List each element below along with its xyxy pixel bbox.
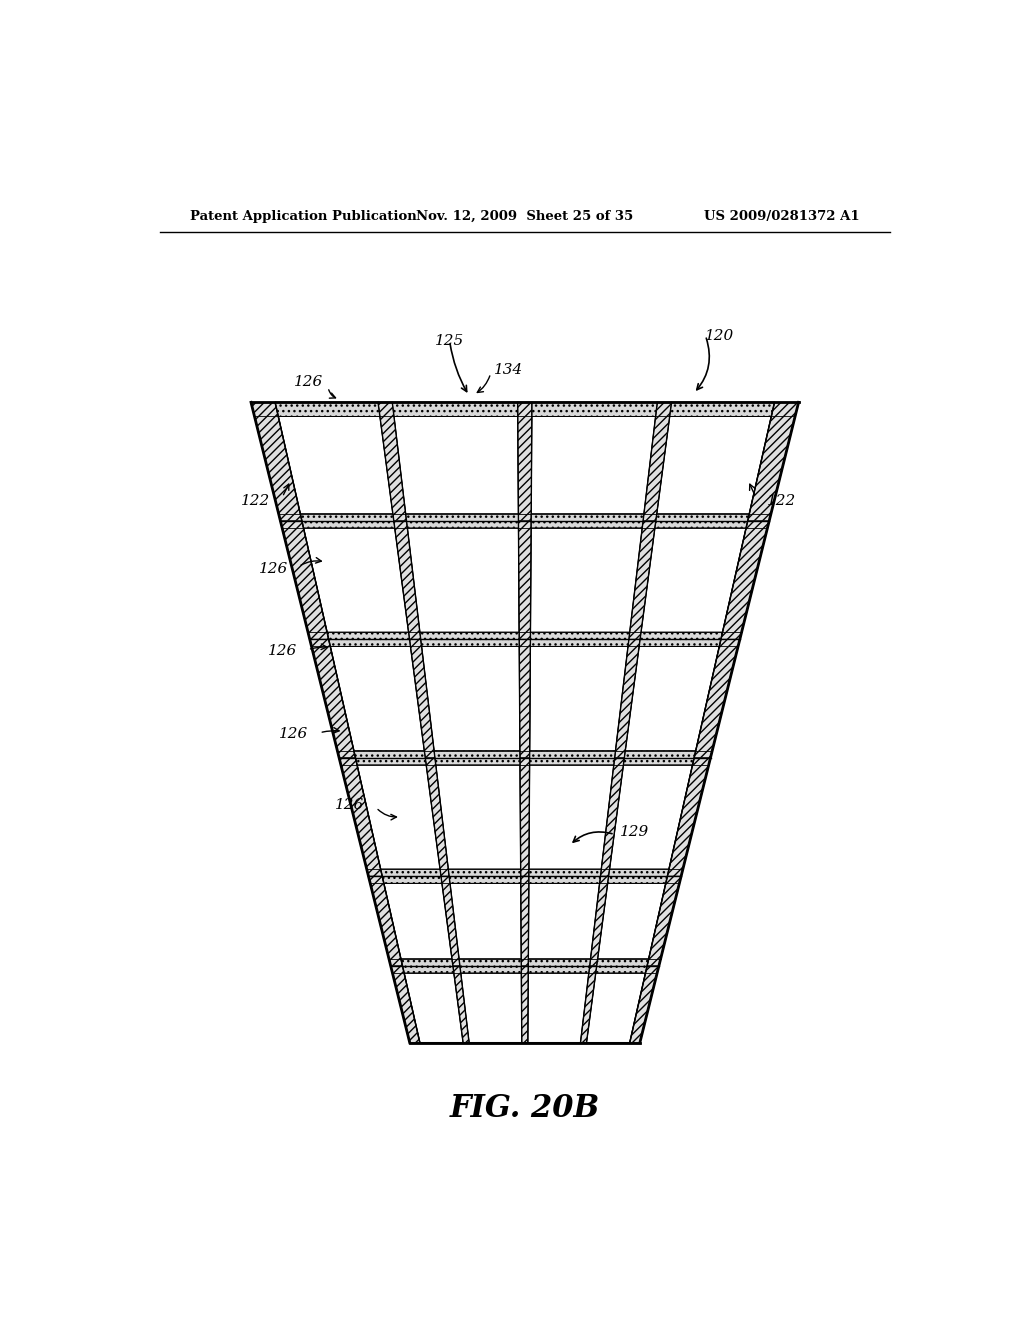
Polygon shape [357, 764, 440, 869]
Polygon shape [521, 966, 528, 1043]
Polygon shape [626, 647, 719, 751]
Polygon shape [531, 403, 657, 416]
Polygon shape [530, 632, 630, 647]
Polygon shape [275, 403, 380, 416]
Polygon shape [406, 513, 518, 528]
Polygon shape [449, 869, 521, 883]
Polygon shape [600, 758, 625, 876]
Polygon shape [327, 632, 411, 647]
Polygon shape [518, 403, 531, 521]
Text: 120: 120 [706, 329, 734, 342]
Polygon shape [339, 758, 382, 876]
Polygon shape [394, 416, 518, 513]
Polygon shape [453, 966, 469, 1043]
Text: 126: 126 [294, 375, 324, 388]
Polygon shape [529, 764, 613, 869]
Polygon shape [251, 403, 302, 521]
Polygon shape [641, 528, 746, 632]
Polygon shape [655, 513, 750, 528]
Polygon shape [668, 758, 711, 876]
Text: 126: 126 [280, 727, 308, 742]
Polygon shape [391, 966, 420, 1043]
Polygon shape [528, 883, 600, 958]
Polygon shape [394, 521, 421, 639]
Polygon shape [529, 647, 628, 751]
Polygon shape [531, 416, 655, 513]
Polygon shape [279, 416, 393, 513]
Polygon shape [404, 973, 463, 1043]
Polygon shape [369, 876, 402, 966]
Polygon shape [528, 958, 591, 973]
Polygon shape [422, 647, 520, 751]
Text: 122: 122 [767, 494, 797, 508]
Polygon shape [656, 416, 771, 513]
Polygon shape [639, 632, 723, 647]
Polygon shape [303, 528, 409, 632]
Polygon shape [384, 883, 452, 958]
Polygon shape [596, 958, 649, 973]
Polygon shape [748, 403, 799, 521]
Polygon shape [520, 758, 529, 876]
Polygon shape [531, 513, 644, 528]
Polygon shape [598, 883, 666, 958]
Text: US 2009/0281372 A1: US 2009/0281372 A1 [703, 210, 859, 223]
Polygon shape [587, 973, 645, 1043]
Polygon shape [521, 876, 528, 966]
Polygon shape [529, 751, 615, 764]
Text: FIG. 20B: FIG. 20B [450, 1093, 600, 1125]
Polygon shape [378, 403, 407, 521]
Polygon shape [300, 513, 394, 528]
Polygon shape [519, 639, 530, 758]
Polygon shape [425, 758, 450, 876]
Polygon shape [436, 764, 520, 869]
Polygon shape [530, 528, 642, 632]
Polygon shape [590, 876, 608, 966]
Text: 126: 126 [335, 799, 365, 812]
Polygon shape [281, 521, 329, 639]
Text: 122: 122 [241, 494, 270, 508]
Polygon shape [721, 521, 769, 639]
Polygon shape [381, 869, 442, 883]
Polygon shape [528, 869, 601, 883]
Polygon shape [392, 403, 518, 416]
Polygon shape [331, 647, 424, 751]
Polygon shape [441, 876, 460, 966]
Polygon shape [629, 521, 655, 639]
Polygon shape [643, 403, 672, 521]
Polygon shape [694, 639, 740, 758]
Text: 134: 134 [494, 363, 523, 378]
Text: 126: 126 [267, 644, 297, 659]
Polygon shape [354, 751, 426, 764]
Polygon shape [614, 639, 640, 758]
Text: Patent Application Publication: Patent Application Publication [190, 210, 417, 223]
Polygon shape [461, 973, 522, 1043]
Text: 126: 126 [259, 562, 289, 576]
Polygon shape [609, 764, 692, 869]
Text: 129: 129 [621, 825, 649, 840]
Polygon shape [459, 958, 521, 973]
Text: 125: 125 [435, 334, 464, 348]
Polygon shape [309, 639, 355, 758]
Polygon shape [647, 876, 681, 966]
Polygon shape [624, 751, 695, 764]
Polygon shape [408, 528, 519, 632]
Polygon shape [581, 966, 597, 1043]
Polygon shape [527, 973, 589, 1043]
Polygon shape [630, 966, 658, 1043]
Polygon shape [420, 632, 519, 647]
Text: Nov. 12, 2009  Sheet 25 of 35: Nov. 12, 2009 Sheet 25 of 35 [416, 210, 634, 223]
Polygon shape [251, 403, 799, 1043]
Polygon shape [410, 639, 435, 758]
Polygon shape [607, 869, 669, 883]
Polygon shape [670, 403, 774, 416]
Polygon shape [450, 883, 521, 958]
Polygon shape [434, 751, 520, 764]
Polygon shape [400, 958, 454, 973]
Polygon shape [518, 521, 531, 639]
